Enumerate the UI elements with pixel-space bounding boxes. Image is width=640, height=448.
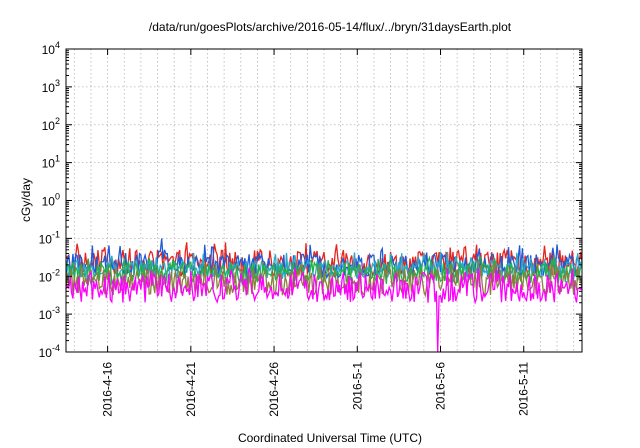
y-tick-label: 101 (42, 154, 60, 171)
y-tick-label: 10-3 (39, 305, 60, 322)
y-tick-exponent: -3 (52, 305, 60, 315)
series-line (65, 267, 583, 353)
y-tick-label: 103 (42, 78, 60, 95)
series-group (65, 238, 583, 353)
y-tick-label: 10-1 (39, 229, 60, 246)
y-tick-exponent: -1 (52, 229, 60, 239)
x-tick-label: 2016-4-16 (101, 362, 115, 417)
x-tick-label: 2016-5-11 (517, 362, 531, 416)
x-tick-label: 2016-5-6 (434, 362, 448, 410)
x-axis-label: Coordinated Universal Time (UTC) (238, 431, 422, 445)
y-tick-exponent: -2 (52, 267, 60, 277)
y-tick-label: 10-2 (39, 267, 60, 284)
x-tick-label: 2016-4-26 (267, 362, 281, 417)
y-tick-exponent: 2 (55, 116, 60, 126)
x-tick-label: 2016-4-21 (184, 362, 198, 417)
y-tick-exponent: 4 (55, 40, 60, 50)
y-tick-exponent: 0 (55, 192, 60, 202)
x-tick-label: 2016-5-1 (350, 362, 364, 410)
axis-ticks: 10-410-310-210-11001011021031042016-4-16… (39, 40, 582, 417)
y-tick-label: 102 (42, 116, 60, 133)
y-tick-label: 10-4 (39, 343, 60, 360)
y-tick-exponent: 1 (55, 154, 60, 164)
y-tick-exponent: 3 (55, 78, 60, 88)
y-tick-exponent: -4 (52, 343, 60, 353)
y-tick-label: 100 (42, 192, 60, 209)
series-line (65, 251, 583, 281)
grid (66, 49, 582, 352)
y-tick-label: 104 (42, 40, 60, 57)
chart-title: /data/run/goesPlots/archive/2016-05-14/f… (149, 20, 512, 34)
y-axis-label: cGy/day (19, 178, 33, 222)
